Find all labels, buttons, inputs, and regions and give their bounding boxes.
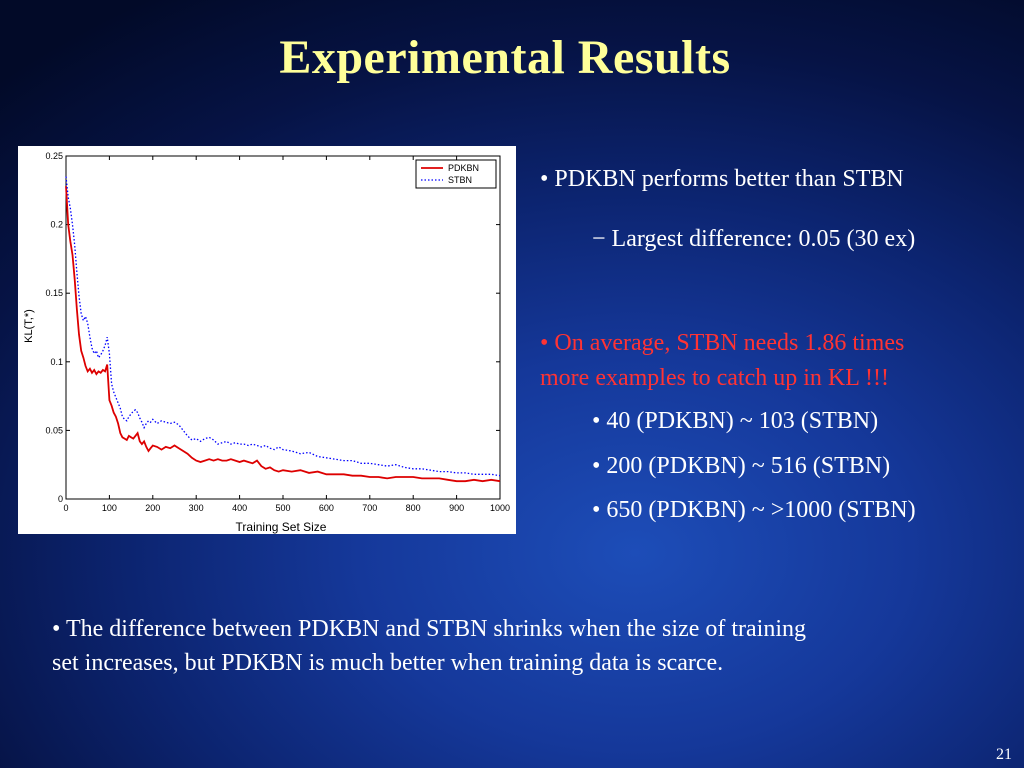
x-tick-label: 400 — [232, 503, 247, 513]
y-tick-label: 0 — [58, 494, 63, 504]
legend-box — [415, 159, 497, 189]
bullet-pdkbn-better: • PDKBN performs better than STBN — [540, 166, 904, 192]
slide-title: Experimental Results — [279, 31, 731, 84]
y-tick-label: 0.1 — [50, 357, 63, 367]
plot-area: 0 100 200 300 400 500 600 700 800 900 1000 0 0.05 0.1… — [45, 151, 510, 513]
y-tick-label: 0.25 — [45, 151, 63, 161]
x-tick-label: 1000 — [490, 503, 510, 513]
x-tick-label: 0 — [63, 503, 68, 513]
x-tick-label: 800 — [406, 503, 421, 513]
x-tick-label: 300 — [189, 503, 204, 513]
x-tick-label: 100 — [102, 503, 117, 513]
x-tick-label: 500 — [275, 503, 290, 513]
kl-chart: 0 100 200 300 400 500 600 700 800 900 1000 0 0.05 0.1… — [18, 146, 516, 534]
bullet-stbn-needs-line1: • On average, STBN needs 1.86 times — [540, 330, 905, 356]
legend-label-pdkbn: PDKBN — [448, 163, 479, 173]
x-tick-label: 600 — [319, 503, 334, 513]
plot-frame — [65, 155, 501, 500]
sub-bullet-200: • 200 (PDKBN) ~ 516 (STBN) — [592, 453, 891, 479]
y-tick-label: 0.05 — [45, 425, 63, 435]
y-tick-label: 0.2 — [50, 220, 63, 230]
y-tick-label: 0.15 — [45, 288, 63, 298]
legend-label-stbn: STBN — [448, 175, 472, 185]
series-line-pdkbn — [65, 186, 501, 483]
y-axis-label: KL(T,*) — [23, 309, 35, 343]
sub-bullet-largest-difference: − Largest difference: 0.05 (30 ex) — [592, 226, 916, 252]
chart-svg: 0 100 200 300 400 500 600 700 800 900 1000 0 0.05 0.1… — [23, 151, 510, 534]
x-tick-label: 200 — [145, 503, 160, 513]
sub-bullet-650: • 650 (PDKBN) ~ >1000 (STBN) — [592, 497, 916, 523]
bullet-difference-shrinks-line2: set increases, but PDKBN is much better … — [52, 650, 724, 676]
bullet-difference-shrinks-line1: • The difference between PDKBN and STBN … — [52, 616, 807, 642]
page-number: 21 — [996, 746, 1012, 763]
bullet-stbn-needs-line2: more examples to catch up in KL !!! — [540, 365, 889, 391]
x-tick-label: 700 — [362, 503, 377, 513]
x-axis-label: Training Set Size — [236, 520, 327, 534]
sub-bullet-40: • 40 (PDKBN) ~ 103 (STBN) — [592, 408, 879, 434]
x-tick-label: 900 — [449, 503, 464, 513]
